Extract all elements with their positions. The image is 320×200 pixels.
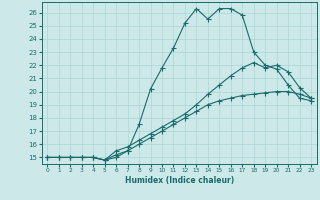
X-axis label: Humidex (Indice chaleur): Humidex (Indice chaleur) <box>124 176 234 185</box>
